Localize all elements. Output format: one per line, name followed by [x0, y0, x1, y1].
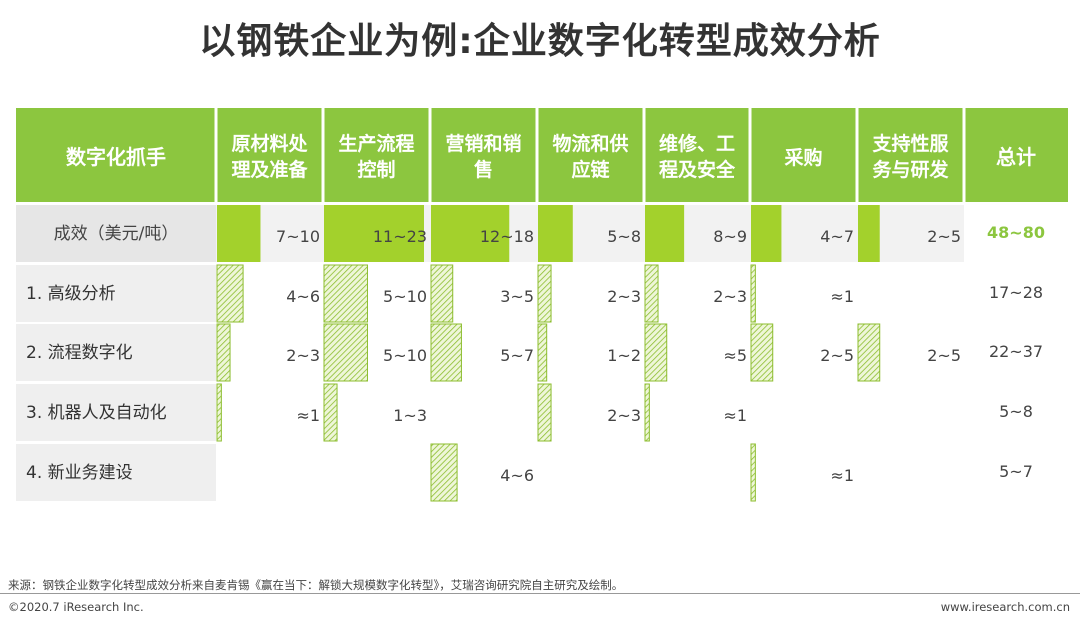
column-header: 生产流程: [338, 132, 414, 155]
cell-value: 4~6: [286, 287, 320, 306]
value-bar: [216, 323, 231, 382]
column-header: 原材料处: [231, 132, 308, 155]
value-bar: [644, 383, 650, 442]
value-bar: [216, 383, 222, 442]
cell-value: 2~5: [927, 227, 961, 246]
value-bar: [537, 383, 552, 442]
value-bar: [217, 205, 261, 262]
cell-value: 5~10: [383, 346, 427, 365]
value-bar: [216, 264, 244, 323]
column-header: 应链: [571, 158, 609, 181]
row-label-cell: [16, 384, 216, 441]
value-bar: [323, 383, 338, 442]
column-header: 售: [473, 158, 493, 181]
column-header: 支持性服: [871, 132, 949, 155]
footer-divider: [0, 593, 1080, 594]
row-label: 4. 新业务建设: [26, 463, 133, 483]
value-bar: [857, 323, 881, 382]
column-header: 维修、工: [659, 132, 735, 155]
row-label-cell: [16, 444, 216, 501]
value-bar: [538, 205, 573, 262]
value-bar: [537, 323, 548, 382]
row-label: 1. 高级分析: [26, 284, 116, 304]
value-bar: [751, 205, 782, 262]
cell-value: ≈5: [723, 346, 747, 365]
value-bar: [323, 323, 368, 382]
value-bar: [644, 323, 668, 382]
page-title: 以钢铁企业为例:企业数字化转型成效分析: [199, 21, 881, 62]
value-bar: [324, 205, 424, 262]
row-label: 2. 流程数字化: [26, 343, 133, 363]
column-header: 程及安全: [659, 158, 736, 181]
cell-value: 3~5: [500, 287, 534, 306]
value-bar: [430, 323, 462, 382]
cell-value: 5~10: [383, 287, 427, 306]
value-bar: [645, 205, 685, 262]
cell-value: 2~5: [820, 346, 854, 365]
value-bar: [323, 264, 368, 323]
cell-value: 4~7: [820, 227, 854, 246]
cell-value: ≈1: [830, 466, 854, 485]
value-bar: [430, 264, 454, 323]
value-bar: [858, 205, 880, 262]
cell-value: 2~3: [607, 287, 641, 306]
value-bar: [750, 264, 756, 323]
cell-value: 7~10: [276, 227, 320, 246]
cell-value: 5~8: [607, 227, 641, 246]
value-bar: [644, 264, 659, 323]
row-label: 3. 机器人及自动化: [26, 403, 167, 423]
cell-value: ≈1: [296, 406, 320, 425]
column-header: 务与研发: [872, 158, 949, 181]
website-url: www.iresearch.com.cn: [940, 600, 1070, 614]
row-total: 48~80: [987, 223, 1045, 242]
cell-value: 2~3: [713, 287, 747, 306]
cell-value: 5~7: [500, 346, 534, 365]
row-total: 5~8: [999, 402, 1033, 421]
column-header: 控制: [357, 158, 395, 181]
column-header: 营销和销: [445, 132, 521, 155]
column-header: 物流和供: [552, 132, 628, 155]
row-label-cell: [16, 265, 216, 322]
cell-value: 11~23: [373, 227, 427, 246]
cell-value: 2~3: [607, 406, 641, 425]
cell-value: 8~9: [713, 227, 747, 246]
row-label-cell: [16, 205, 216, 262]
row-label: 成效（美元/吨）: [54, 224, 179, 244]
cell-value: 1~2: [607, 346, 641, 365]
cell-value: ≈1: [830, 287, 854, 306]
column-header: 理及准备: [231, 158, 308, 181]
copyright: ©2020.7 iResearch Inc.: [8, 600, 144, 614]
row-total: 5~7: [999, 462, 1033, 481]
value-bar: [750, 443, 756, 502]
value-bar: [431, 205, 510, 262]
value-bar: [430, 443, 458, 502]
row-label-cell: [16, 324, 216, 381]
value-bar: [537, 264, 552, 323]
cell-value: 2~5: [927, 346, 961, 365]
cell-value: ≈1: [723, 406, 747, 425]
cell-value: 12~18: [480, 227, 534, 246]
column-header: 采购: [784, 146, 822, 169]
total-header: 总计: [996, 145, 1036, 169]
corner-header: 数字化抓手: [66, 145, 166, 169]
cell-value: 1~3: [393, 406, 427, 425]
cell-value: 4~6: [500, 466, 534, 485]
cell-value: 2~3: [286, 346, 320, 365]
value-bar: [750, 323, 774, 382]
row-total: 22~37: [989, 342, 1043, 361]
source-note: 来源：钢铁企业数字化转型成效分析来自麦肯锡《赢在当下：解锁大规模数字化转型》，艾…: [8, 578, 624, 592]
row-total: 17~28: [989, 283, 1043, 302]
header-band: [16, 108, 1068, 202]
